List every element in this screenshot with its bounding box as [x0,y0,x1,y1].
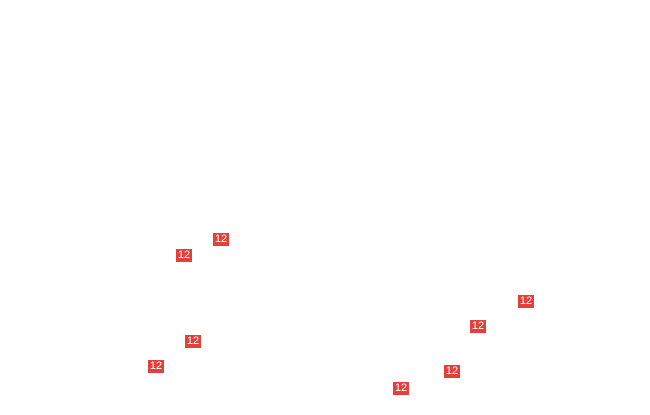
callout: 12 [213,233,229,246]
callout: 12 [518,295,534,308]
callout: 12 [176,249,192,262]
callout: 12 [393,382,409,395]
callout: 12 [185,335,201,348]
callout: 12 [470,320,486,333]
callout: 12 [148,360,164,373]
callout: 12 [444,365,460,378]
